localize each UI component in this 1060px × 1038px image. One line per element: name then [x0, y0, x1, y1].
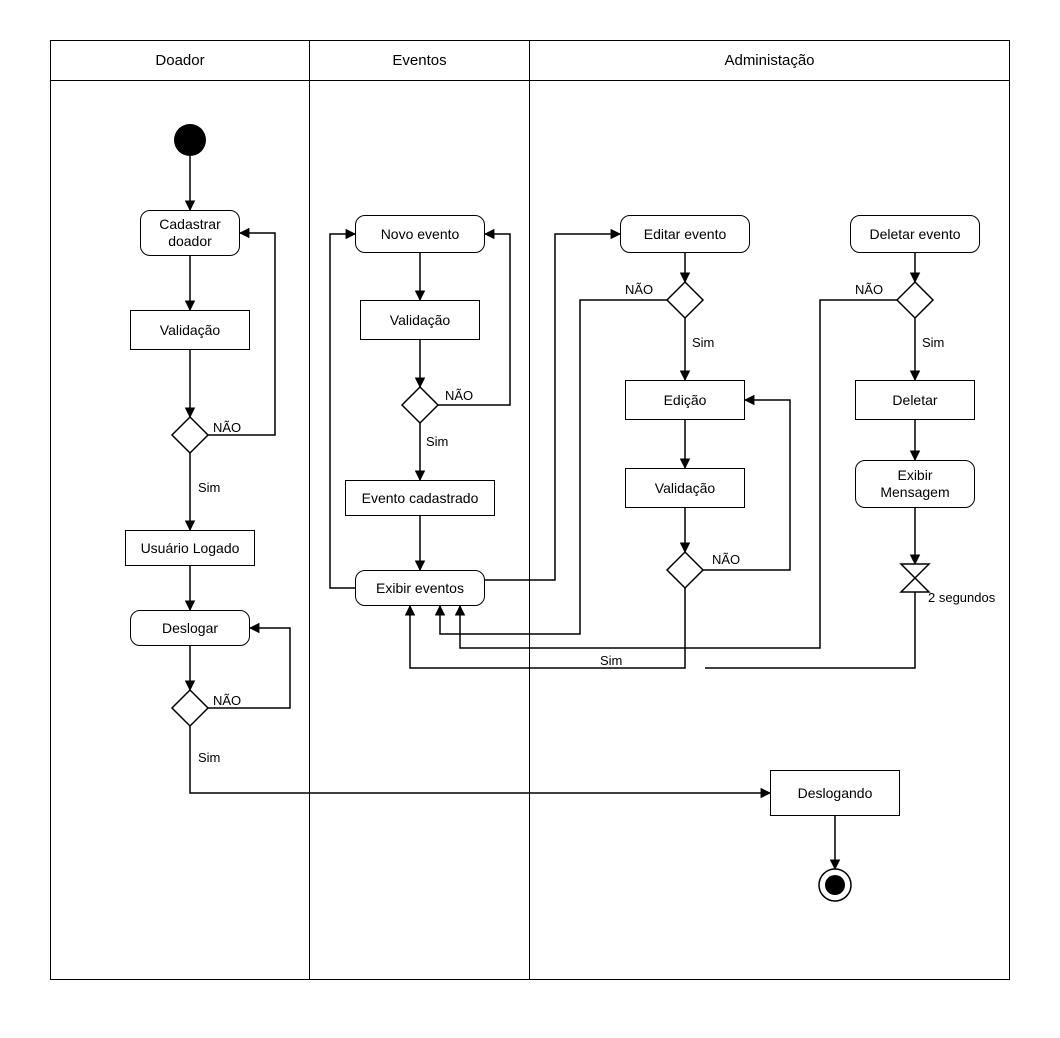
editar-evento: Editar evento [620, 215, 750, 253]
deslogar: Deslogar [130, 610, 250, 646]
edicao: Edição [625, 380, 745, 420]
lbl-dec-deletar-sim: Sim [922, 335, 944, 350]
diagram-canvas: DoadorEventosAdministação Cadastrardoador… [0, 0, 1060, 1038]
exibir-mensagem: ExibirMensagem [855, 460, 975, 508]
lbl-dec-deletar-nao: NÃO [855, 282, 883, 297]
lane-admin-header: Administação [530, 41, 1009, 81]
evento-cadastrado: Evento cadastrado [345, 480, 495, 516]
lbl-dec-evento-nao: NÃO [445, 388, 473, 403]
validacao-edicao: Validação [625, 468, 745, 508]
lane-admin: Administação [530, 40, 1010, 980]
lbl-dec-valed-nao: NÃO [712, 552, 740, 567]
lbl-dec-editar-nao: NÃO [625, 282, 653, 297]
lane-eventos-header: Eventos [310, 41, 529, 81]
exibir-eventos: Exibir eventos [355, 570, 485, 606]
lbl-dec-deslogar-sim: Sim [198, 750, 220, 765]
lbl-dec-editar-sim: Sim [692, 335, 714, 350]
validacao-doador: Validação [130, 310, 250, 350]
lbl-dec-doador-nao: NÃO [213, 420, 241, 435]
lbl-timer: 2 segundos [928, 590, 995, 605]
lbl-dec-evento-sim: Sim [426, 434, 448, 449]
deletar-evento: Deletar evento [850, 215, 980, 253]
deslogando: Deslogando [770, 770, 900, 816]
novo-evento: Novo evento [355, 215, 485, 253]
usuario-logado: Usuário Logado [125, 530, 255, 566]
lane-doador-header: Doador [51, 41, 309, 81]
lbl-dec-doador-sim: Sim [198, 480, 220, 495]
lane-doador: Doador [50, 40, 310, 980]
lbl-dec-deslogar-nao: NÃO [213, 693, 241, 708]
lbl-dec-valed-sim: Sim [600, 653, 622, 668]
validacao-evento: Validação [360, 300, 480, 340]
deletar: Deletar [855, 380, 975, 420]
cadastrar-doador: Cadastrardoador [140, 210, 240, 256]
